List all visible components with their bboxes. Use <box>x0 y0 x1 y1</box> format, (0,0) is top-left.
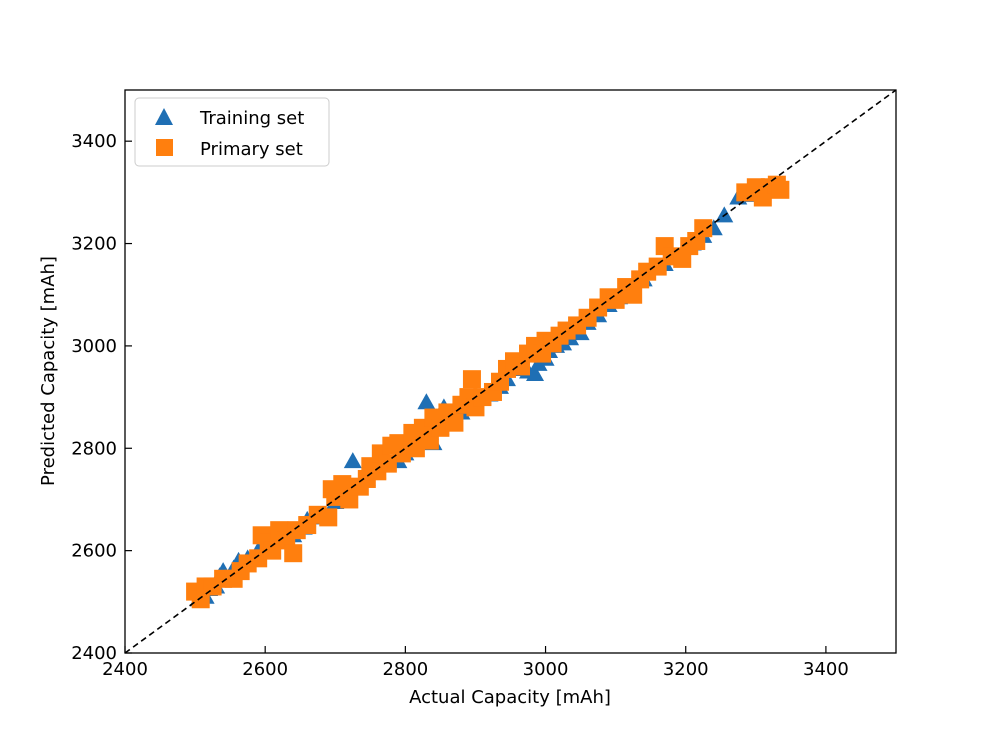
y-axis-label: Predicted Capacity [mAh] <box>38 256 59 486</box>
x-tick-label: 3400 <box>803 659 849 680</box>
primary-point <box>694 219 713 238</box>
primary-point <box>445 413 464 432</box>
y-tick-label: 2400 <box>71 643 117 664</box>
reference-line <box>124 89 897 654</box>
plot-frame <box>124 89 897 654</box>
data-marks <box>186 175 790 609</box>
x-tick-label: 2800 <box>382 659 428 680</box>
primary-point <box>333 475 352 494</box>
primary-point <box>263 541 282 560</box>
legend: Training set Primary set <box>134 97 330 167</box>
primary-point <box>319 508 338 527</box>
legend-square-icon <box>156 139 173 156</box>
training-point <box>343 452 362 469</box>
primary-point <box>771 180 790 199</box>
y-tick-label: 3400 <box>71 131 117 152</box>
y-axis-ticks: 2400 2600 2800 3000 3200 3400 <box>71 131 132 664</box>
y-tick-label: 2800 <box>71 438 117 459</box>
primary-point <box>431 418 450 437</box>
x-axis-label: Actual Capacity [mAh] <box>409 687 611 708</box>
x-tick-label: 2600 <box>242 659 288 680</box>
y-tick-label: 3000 <box>71 336 117 357</box>
legend-box <box>134 97 330 167</box>
x-tick-label: 3200 <box>663 659 709 680</box>
x-tick-label: 3000 <box>523 659 569 680</box>
y-tick-label: 3200 <box>71 234 117 255</box>
x-tick-label: 2400 <box>102 659 148 680</box>
primary-point <box>378 454 397 473</box>
training-point <box>715 206 734 223</box>
primary-point <box>284 544 303 563</box>
x-axis-ticks: 2400 2600 2800 3000 3200 3400 <box>102 646 849 680</box>
training-point <box>417 393 436 410</box>
primary-point <box>624 285 643 304</box>
primary-point <box>648 257 667 276</box>
legend-triangle-icon <box>155 108 173 125</box>
training-point <box>526 365 545 382</box>
primary-point <box>249 549 268 568</box>
y-tick-label: 2600 <box>71 541 117 562</box>
primary-point <box>392 444 411 463</box>
legend-label-training: Training set <box>199 108 304 129</box>
primary-point <box>462 370 481 389</box>
legend-label-primary: Primary set <box>200 139 303 160</box>
